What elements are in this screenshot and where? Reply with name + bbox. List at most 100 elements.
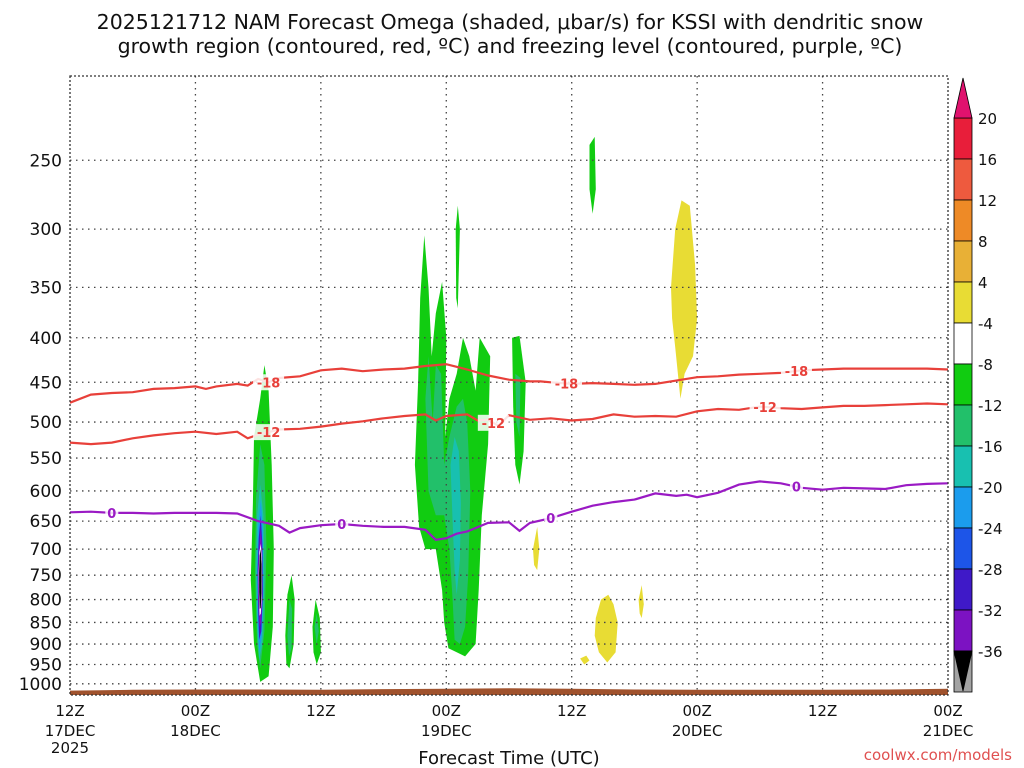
x-tick-time-12: 00Z bbox=[181, 702, 210, 720]
year-label: 2025 bbox=[51, 739, 89, 757]
colorbar-bin-2 bbox=[953, 199, 973, 242]
omega-region-18 bbox=[589, 136, 596, 214]
x-tick-time-48: 12Z bbox=[557, 702, 586, 720]
colorbar-bin-4 bbox=[953, 281, 973, 324]
y-tick-850: 850 bbox=[30, 613, 62, 633]
contour-label-bg--18-1 bbox=[550, 375, 582, 392]
contour-label-bg-0-0 bbox=[105, 504, 119, 521]
colorbar-bin-9 bbox=[953, 486, 973, 529]
contour-label--18-2: -18 bbox=[785, 365, 809, 380]
colorbar: 20 16 12 8 4 -4 -8 -12 -16 -20 -24 -28 -32 -36 bbox=[953, 77, 1003, 693]
contour-label-bg--12-2 bbox=[749, 399, 781, 416]
plot-area: -18 -18 -18 -12 -12 -12 0 0 0 0 bbox=[69, 75, 949, 696]
colorbar-label-5: -4 bbox=[978, 315, 993, 333]
contour-label-0-2: 0 bbox=[546, 512, 555, 527]
colorbar-bin-8 bbox=[953, 445, 973, 488]
colorbar-label-1: 16 bbox=[978, 151, 997, 169]
colorbar-label-12: -32 bbox=[978, 602, 1003, 620]
colorbar-bottom-arrow bbox=[953, 650, 973, 692]
omega-region-13 bbox=[425, 356, 471, 644]
omega-region-17 bbox=[515, 373, 521, 437]
contour-label-bg--18-2 bbox=[780, 362, 812, 379]
omega-region-23 bbox=[580, 655, 590, 665]
contour-label--12-1: -12 bbox=[482, 417, 506, 432]
contour-label--12-2: -12 bbox=[753, 401, 777, 416]
terrain-band bbox=[70, 688, 948, 695]
colorbar-bin-12 bbox=[953, 609, 973, 652]
x-tick-time-24: 12Z bbox=[306, 702, 335, 720]
y-tick-700: 700 bbox=[30, 540, 62, 560]
contour-label--12-0: -12 bbox=[257, 426, 281, 441]
y-tick-500: 500 bbox=[30, 413, 62, 433]
omega-region-11 bbox=[314, 613, 319, 644]
x-tick-time-0: 12Z bbox=[55, 702, 84, 720]
contour-label--18-0: -18 bbox=[257, 376, 281, 391]
y-tick-300: 300 bbox=[30, 220, 62, 240]
omega-region-21 bbox=[594, 594, 618, 663]
colorbar-bin-11 bbox=[953, 568, 973, 611]
y-tick-900: 900 bbox=[30, 635, 62, 655]
contour--18 bbox=[69, 363, 949, 404]
omega-region-19 bbox=[671, 200, 698, 399]
contour-label-0-3: 0 bbox=[792, 481, 801, 496]
colorbar-bin-7 bbox=[953, 404, 973, 447]
contour-label-bg-0-3 bbox=[789, 478, 803, 495]
colorbar-label-10: -24 bbox=[978, 520, 1003, 538]
y-tick-550: 550 bbox=[30, 449, 62, 469]
colorbar-label-2: 12 bbox=[978, 192, 997, 210]
colorbar-label-3: 8 bbox=[978, 233, 988, 251]
colorbar-bin-5 bbox=[953, 322, 973, 365]
chart-title-line-1: 2025121712 NAM Forecast Omega (shaded, μ… bbox=[97, 10, 924, 34]
omega-region-15 bbox=[455, 205, 460, 309]
x-tick-date-84: 21DEC bbox=[923, 722, 974, 740]
colorbar-bin-0 bbox=[953, 117, 973, 160]
colorbar-top-arrow bbox=[953, 77, 973, 119]
y-tick-750: 750 bbox=[30, 566, 62, 586]
omega-region-14 bbox=[450, 436, 461, 595]
y-tick-1000: 1000 bbox=[19, 675, 62, 695]
colorbar-label-11: -28 bbox=[978, 561, 1003, 579]
contour-0 bbox=[69, 480, 949, 541]
contour-label--18-1: -18 bbox=[555, 378, 579, 393]
x-axis-label: Forecast Time (UTC) bbox=[418, 748, 599, 768]
y-tick-950: 950 bbox=[30, 655, 62, 675]
omega-region-7 bbox=[259, 549, 262, 609]
contour-label-bg--18-0 bbox=[253, 374, 285, 391]
y-tick-250: 250 bbox=[30, 151, 62, 171]
y-tick-450: 450 bbox=[30, 373, 62, 393]
x-tick-date-36: 19DEC bbox=[421, 722, 472, 740]
y-tick-600: 600 bbox=[30, 482, 62, 502]
omega-region-22 bbox=[638, 585, 644, 618]
colorbar-label-7: -12 bbox=[978, 397, 1003, 415]
contour-label-bg-0-2 bbox=[544, 510, 558, 527]
colorbar-label-6: -8 bbox=[978, 356, 993, 374]
contour-label-0-1: 0 bbox=[337, 518, 346, 533]
x-tick-time-36: 00Z bbox=[432, 702, 461, 720]
colorbar-label-4: 4 bbox=[978, 274, 988, 292]
x-tick-date-0: 17DEC bbox=[45, 722, 96, 740]
colorbar-label-0: 20 bbox=[978, 110, 997, 128]
x-tick-time-60: 00Z bbox=[682, 702, 711, 720]
colorbar-bin-1 bbox=[953, 158, 973, 201]
colorbar-label-13: -36 bbox=[978, 643, 1003, 661]
x-tick-time-72: 12Z bbox=[808, 702, 837, 720]
y-tick-650: 650 bbox=[30, 512, 62, 532]
colorbar-bin-3 bbox=[953, 240, 973, 283]
contour-label-bg-0-1 bbox=[335, 516, 349, 533]
colorbar-label-9: -20 bbox=[978, 479, 1003, 497]
y-tick-800: 800 bbox=[30, 591, 62, 611]
colorbar-bin-10 bbox=[953, 527, 973, 570]
plot-background bbox=[70, 76, 948, 695]
x-axis: 12Z 17DEC 00Z 18DEC 12Z 00Z 19DEC 12Z 00Z 20DEC 12… bbox=[45, 702, 974, 740]
y-tick-350: 350 bbox=[30, 278, 62, 298]
y-axis: 2503003504004505005506006507007508008509… bbox=[19, 151, 62, 695]
colorbar-bin-6 bbox=[953, 363, 973, 406]
y-tick-400: 400 bbox=[30, 329, 62, 349]
x-tick-time-84: 00Z bbox=[933, 702, 962, 720]
omega-region-20 bbox=[533, 526, 540, 571]
plot-frame bbox=[69, 75, 949, 696]
credit-label: coolwx.com/models bbox=[864, 746, 1012, 764]
contour-label-bg--12-0 bbox=[253, 424, 285, 441]
contour-label-bg--12-1 bbox=[477, 414, 509, 431]
